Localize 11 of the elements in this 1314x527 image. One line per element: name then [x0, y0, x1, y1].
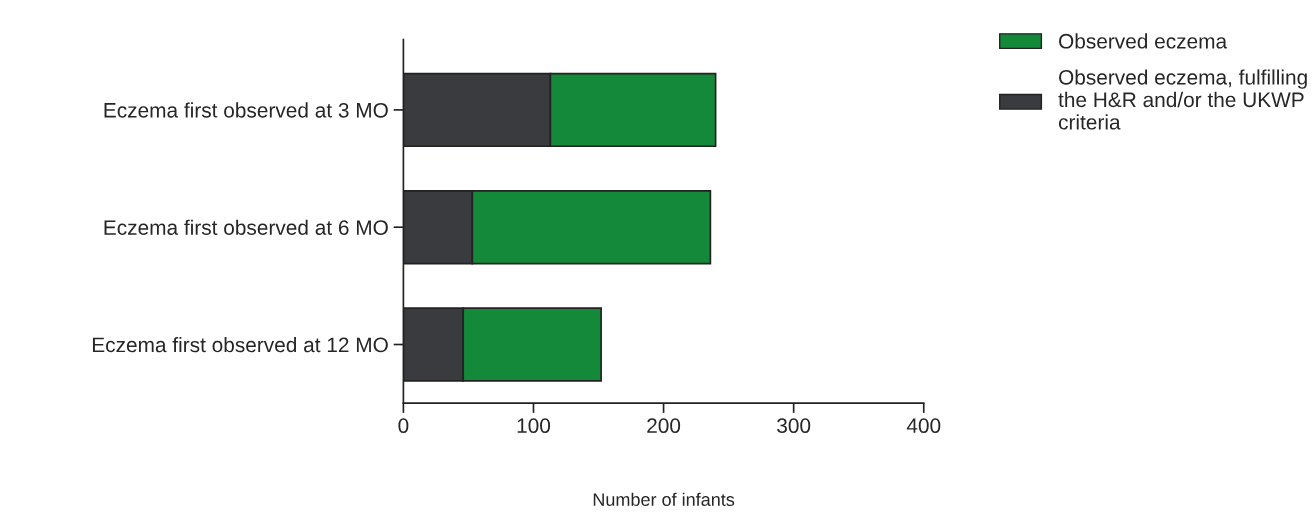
- y-tick-label: Eczema first observed at 3 MO: [104, 102, 388, 118]
- x-tick-label: 0: [398, 418, 409, 434]
- y-tick-label: Eczema first observed at 6 MO: [104, 219, 388, 235]
- legend-label: Observed eczema: [1059, 33, 1228, 49]
- x-tick-label: 400: [906, 418, 941, 434]
- x-tick-label: 200: [647, 418, 681, 434]
- x-axis-title: Number of infants: [593, 492, 735, 506]
- legend-label: Observed eczema, fulfilling the H&R and/or the UKWP criteria: [1058, 69, 1307, 130]
- y-tick-label: Eczema first observed at 12 MO: [92, 336, 388, 353]
- x-tick-label: 300: [777, 418, 811, 434]
- x-tick-label: 100: [517, 418, 551, 434]
